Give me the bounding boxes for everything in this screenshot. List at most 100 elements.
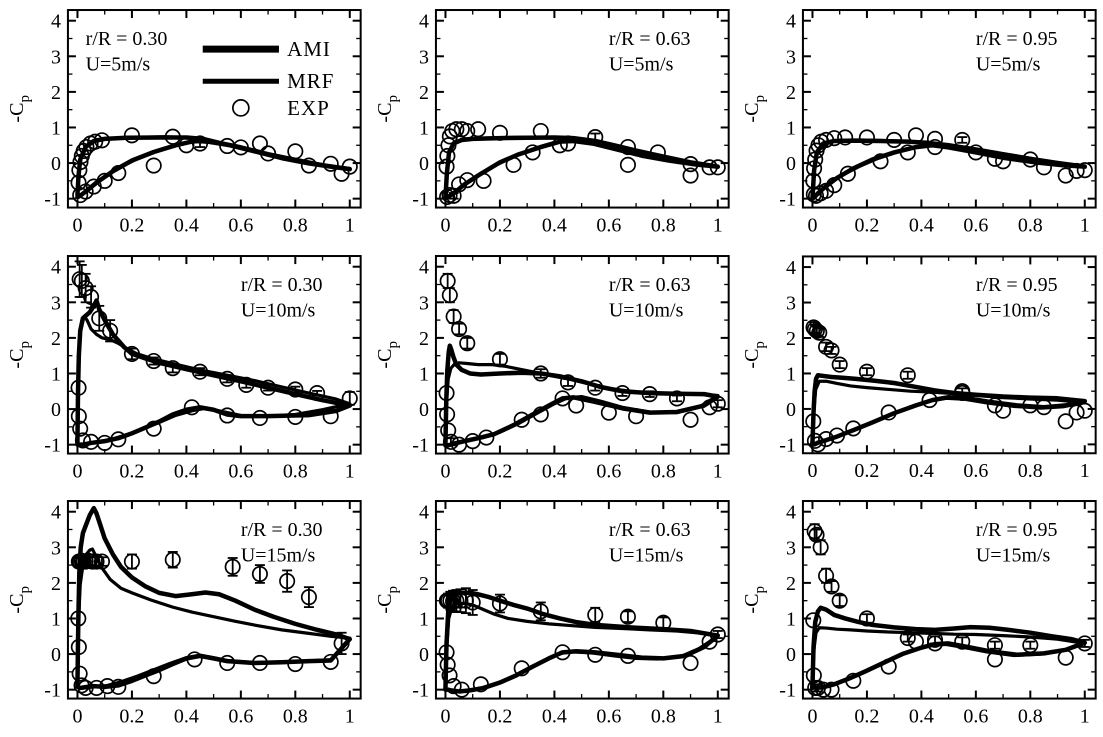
axes-frame: [66, 500, 362, 700]
axes-frame: [434, 254, 730, 455]
exp-point: [954, 131, 971, 149]
exp-point: [532, 365, 549, 382]
y-tick-label: 1: [786, 609, 796, 631]
panel-title-line2: U=15m/s: [976, 545, 1051, 567]
legend-label-MRF: MRF: [287, 69, 334, 93]
exp-point: [995, 402, 1012, 419]
x-tick-label: 0.4: [174, 706, 199, 728]
y-tick-label: 1: [419, 363, 429, 385]
exp-point: [251, 409, 268, 426]
y-tick-label: 2: [786, 328, 796, 350]
x-tick-label: 0.6: [964, 706, 989, 728]
exp-point: [810, 436, 827, 453]
axes-frame: [434, 500, 730, 700]
exp-point: [441, 286, 458, 303]
exp-point: [987, 150, 1004, 167]
exp-point: [614, 384, 631, 401]
x-tick-label: 0: [808, 706, 818, 728]
exp-points: [70, 127, 358, 204]
exp-point: [458, 172, 475, 189]
exp-point: [99, 678, 116, 695]
exp-point: [812, 539, 830, 556]
x-tick-label: 1: [712, 706, 722, 728]
exp-point: [287, 143, 304, 160]
exp-point: [1068, 404, 1085, 421]
chart-svg-3: 0 0.2 0.4 0.6 0.8 1 -1 0 1 2 3 4 -Cp r/R = 0.30 U=10m/…: [6, 254, 362, 482]
y-tick-label: 1: [51, 363, 61, 385]
exp-point: [309, 384, 326, 401]
exp-point: [682, 167, 699, 184]
panel-title-line1: r/R = 0.63: [609, 28, 691, 50]
y-tick-label: 2: [51, 573, 61, 595]
exp-points: [438, 587, 726, 699]
y-axis-label: -Cp: [741, 341, 768, 368]
x-tick-label: 0.8: [651, 460, 676, 482]
exp-point: [279, 573, 296, 590]
subplot-rR030-U15: 0 0.2 0.4 0.6 0.8 1 -1 0 1 2 3 4 -Cp r/R = 0.30 U=15m/…: [0, 491, 368, 737]
exp-point: [438, 158, 455, 175]
x-tick-label: 0.8: [1018, 215, 1043, 237]
exp-point: [600, 404, 617, 421]
exp-point: [72, 420, 89, 437]
exp-point: [837, 129, 854, 146]
exp-points: [70, 551, 350, 697]
exp-point: [70, 407, 87, 424]
exp-point: [145, 668, 162, 685]
exp-point: [287, 408, 304, 425]
series-AMI-line: [442, 590, 720, 695]
exp-point: [77, 279, 94, 296]
y-tick-label: 2: [51, 328, 61, 350]
panel-title-line2: U=5m/s: [609, 54, 674, 76]
exp-point: [954, 384, 971, 401]
x-tick-label: 1: [345, 706, 355, 728]
x-tick-label: 0.4: [542, 706, 567, 728]
exp-points: [438, 272, 726, 453]
exp-point: [77, 680, 94, 697]
exp-point: [333, 165, 350, 182]
exp-point: [88, 680, 105, 697]
exp-point: [829, 427, 846, 444]
exp-point: [93, 553, 111, 570]
exp-point: [701, 398, 718, 416]
legend-label-AMI: AMI: [287, 37, 331, 61]
axes-frame: [802, 255, 1097, 454]
y-tick-label: -1: [780, 434, 797, 456]
exp-point: [191, 363, 209, 380]
exp-point: [532, 603, 549, 620]
subplot-rR095-U5: 0 0.2 0.4 0.6 0.8 1 -1 0 1 2 3 4 -Cp r/R = 0.95 U=5m/s: [735, 0, 1103, 246]
panel-title-line2: U=10m/s: [976, 299, 1051, 321]
exp-point: [859, 363, 876, 380]
chart-svg-5: 0 0.2 0.4 0.6 0.8 1 -1 0 1 2 3 4 -Cp r/R = 0.95 U=10m/…: [741, 255, 1097, 482]
y-tick-label: 3: [786, 538, 796, 560]
subplot-rR063-U10: 0 0.2 0.4 0.6 0.8 1 -1 0 1 2 3 4 -Cp r/R = 0.63 U=10m/…: [368, 246, 736, 492]
panel-title-line1: r/R = 0.30: [241, 274, 323, 296]
exp-point: [123, 127, 140, 144]
subplot-rR063-U5: 0 0.2 0.4 0.6 0.8 1 -1 0 1 2 3 4 -Cp r/R = 0.63 U=5m/s: [368, 0, 736, 246]
exp-point: [554, 644, 571, 661]
exp-point: [450, 176, 467, 193]
y-tick-label: 0: [786, 399, 796, 421]
chart-svg-7: 0 0.2 0.4 0.6 0.8 1 -1 0 1 2 3 4 -Cp r/R = 0.63 U=15m/…: [374, 500, 730, 728]
y-tick-label: 3: [51, 292, 61, 314]
exp-point: [219, 655, 236, 672]
panel-title-line2: U=15m/s: [609, 545, 684, 567]
exp-point: [1077, 402, 1094, 419]
y-tick-label: 2: [419, 573, 429, 595]
exp-point: [840, 165, 857, 182]
exp-point: [823, 342, 840, 359]
y-tick-label: 4: [51, 502, 61, 524]
axes: [435, 255, 729, 454]
exp-point: [224, 559, 241, 576]
exp-point: [682, 411, 699, 428]
panel-title-line2: U=5m/s: [976, 54, 1041, 76]
exp-point: [859, 610, 876, 627]
panel-title-line1: r/R = 0.95: [976, 28, 1058, 50]
exp-point: [251, 655, 268, 672]
exp-point: [968, 144, 985, 161]
chart-svg-2: 0 0.2 0.4 0.6 0.8 1 -1 0 1 2 3 4 -Cp r/R = 0.95 U=5m/s: [741, 9, 1097, 237]
y-tick-label: 4: [51, 11, 61, 33]
exp-point: [1036, 159, 1053, 176]
exp-point: [682, 655, 699, 672]
exp-point: [586, 647, 603, 664]
exp-point: [341, 389, 358, 407]
